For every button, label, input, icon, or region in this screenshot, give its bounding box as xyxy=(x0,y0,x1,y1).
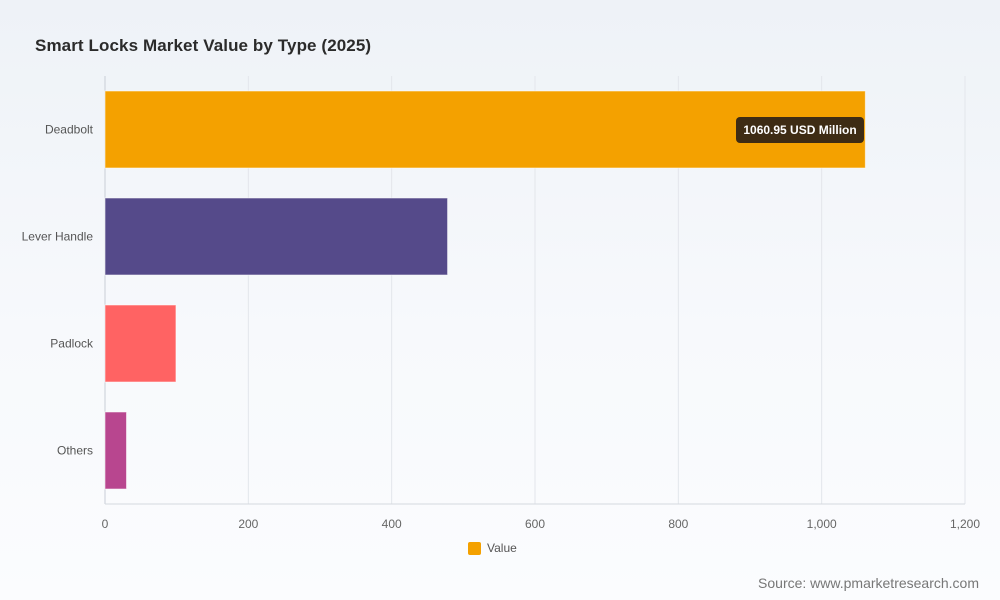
x-tick-label: 1,000 xyxy=(807,517,837,531)
value-tooltip: 1060.95 USD Million xyxy=(736,117,864,143)
x-tick-label: 800 xyxy=(668,517,688,531)
x-tick-label: 400 xyxy=(382,517,402,531)
category-label: Padlock xyxy=(50,337,94,351)
legend[interactable]: Value xyxy=(468,541,517,555)
category-label: Others xyxy=(57,444,93,458)
x-tick-label: 600 xyxy=(525,517,545,531)
legend-swatch xyxy=(468,541,481,555)
bar-others[interactable] xyxy=(104,411,127,490)
grid-lines xyxy=(104,76,966,505)
category-labels: Deadbolt Lever Handle Padlock Others xyxy=(22,123,94,458)
category-label: Deadbolt xyxy=(45,123,94,137)
legend-label: Value xyxy=(487,541,517,555)
bar-lever-handle[interactable] xyxy=(104,197,449,276)
bar-padlock[interactable] xyxy=(104,304,177,383)
x-tick-label: 0 xyxy=(102,517,109,531)
x-tick-label: 1,200 xyxy=(950,517,980,531)
x-axis-ticks: 0 200 400 600 800 1,000 1,200 xyxy=(102,517,981,531)
source-credit: Source: www.pmarketresearch.com xyxy=(758,575,979,591)
category-label: Lever Handle xyxy=(22,230,94,244)
x-tick-label: 200 xyxy=(238,517,258,531)
bars xyxy=(104,90,866,490)
chart-title: Smart Locks Market Value by Type (2025) xyxy=(35,36,372,55)
